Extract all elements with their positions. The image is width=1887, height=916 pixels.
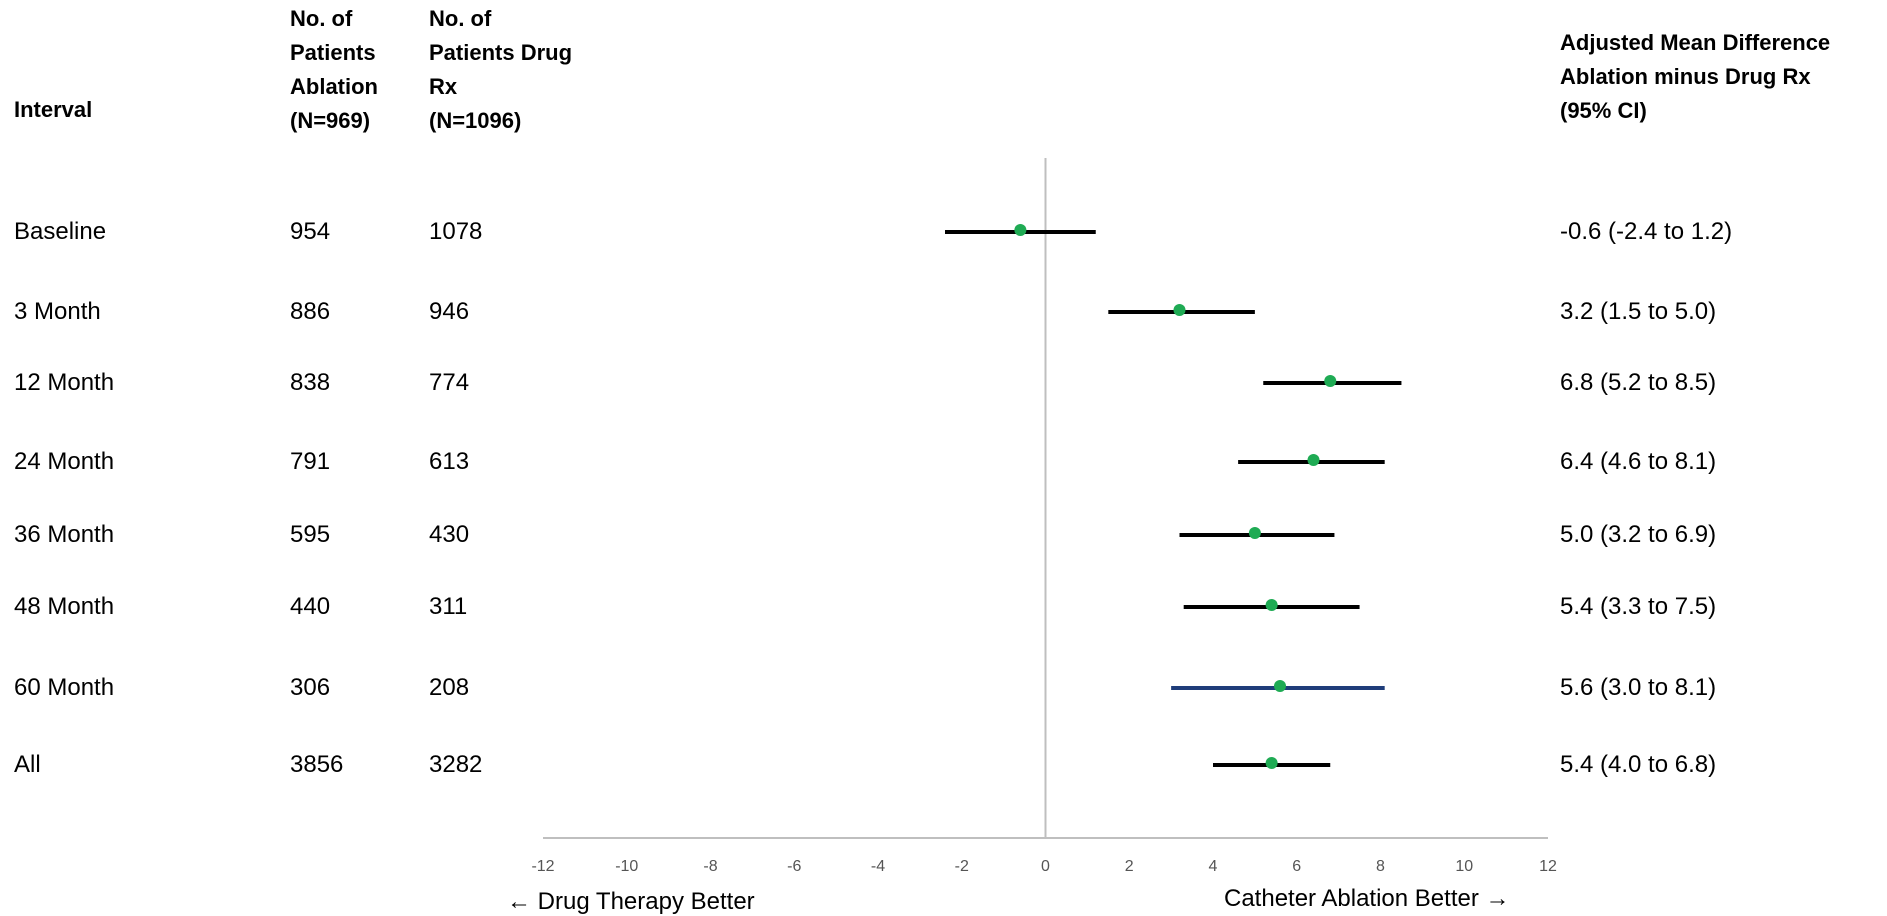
mean-point bbox=[1248, 527, 1261, 539]
header-drug-line: Rx bbox=[429, 74, 458, 99]
drug-count: 311 bbox=[429, 593, 468, 620]
header-drug: No. of Patients Drug Rx (N=1096) bbox=[429, 2, 572, 138]
interval-label: 60 Month bbox=[14, 674, 115, 701]
mean-difference-value: 3.2 (1.5 to 5.0) bbox=[1560, 298, 1717, 325]
x-tick-label: 0 bbox=[1041, 858, 1050, 875]
x-tick-label: 10 bbox=[1455, 858, 1474, 875]
header-difference: Adjusted Mean Difference Ablation minus … bbox=[1560, 26, 1830, 128]
drug-count: 1078 bbox=[429, 218, 483, 245]
header-ablation-line: No. of bbox=[290, 6, 353, 31]
mean-difference-value: 5.4 (4.0 to 6.8) bbox=[1560, 751, 1717, 778]
ablation-count: 886 bbox=[290, 298, 331, 325]
mean-difference-value: 6.4 (4.6 to 8.1) bbox=[1560, 448, 1717, 475]
interval-label: Baseline bbox=[14, 218, 107, 245]
header-difference-line: Ablation minus Drug Rx bbox=[1560, 64, 1811, 89]
interval-label: All bbox=[14, 751, 41, 778]
ablation-count: 595 bbox=[290, 521, 331, 548]
x-tick-label: -10 bbox=[615, 858, 639, 875]
header-ablation: No. of Patients Ablation (N=969) bbox=[290, 2, 378, 138]
mean-point bbox=[1274, 680, 1286, 692]
drug-count: 430 bbox=[429, 521, 470, 548]
ablation-count: 791 bbox=[290, 448, 331, 475]
header-ablation-line: Patients bbox=[290, 40, 376, 65]
ablation-count: 306 bbox=[290, 674, 331, 701]
interval-label: 24 Month bbox=[14, 448, 115, 475]
mean-point bbox=[1265, 599, 1278, 611]
x-tick-label: -4 bbox=[870, 858, 886, 875]
drug-therapy-better-label: ← Drug Therapy Better bbox=[507, 888, 755, 915]
header-interval-text: Interval bbox=[14, 97, 93, 122]
x-tick-label: 8 bbox=[1376, 858, 1385, 875]
header-interval: Interval bbox=[14, 93, 92, 127]
drug-count: 774 bbox=[429, 369, 470, 396]
x-tick-label: 12 bbox=[1539, 858, 1557, 875]
header-ablation-line: Ablation bbox=[290, 74, 378, 99]
mean-point bbox=[1324, 375, 1337, 387]
mean-difference-value: 5.4 (3.3 to 7.5) bbox=[1560, 593, 1717, 620]
header-ablation-line: (N=969) bbox=[290, 108, 371, 133]
header-difference-line: (95% CI) bbox=[1560, 98, 1647, 123]
ablation-count: 3856 bbox=[290, 751, 344, 778]
ablation-count: 440 bbox=[290, 593, 331, 620]
interval-label: 36 Month bbox=[14, 521, 115, 548]
x-tick-label: -2 bbox=[954, 858, 969, 875]
header-difference-line: Adjusted Mean Difference bbox=[1560, 30, 1831, 55]
x-tick-label: -12 bbox=[531, 858, 555, 875]
mean-point bbox=[1265, 757, 1278, 769]
drug-count: 3282 bbox=[429, 751, 483, 778]
drug-count: 613 bbox=[429, 448, 470, 475]
header-drug-line: No. of bbox=[429, 6, 492, 31]
mean-point bbox=[1014, 224, 1027, 236]
interval-label: 12 Month bbox=[14, 369, 115, 396]
drug-count: 208 bbox=[429, 674, 470, 701]
mean-point bbox=[1173, 304, 1186, 316]
x-tick-label: -6 bbox=[787, 858, 802, 875]
x-tick-label: 4 bbox=[1208, 858, 1218, 875]
x-tick-label: 2 bbox=[1124, 858, 1134, 875]
ablation-count: 838 bbox=[290, 369, 331, 396]
ablation-count: 954 bbox=[290, 218, 331, 245]
drug-count: 946 bbox=[429, 298, 470, 325]
header-drug-line: Patients Drug bbox=[429, 40, 573, 65]
x-tick-label: -8 bbox=[703, 858, 718, 875]
mean-difference-value: 5.0 (3.2 to 6.9) bbox=[1560, 521, 1717, 548]
mean-point bbox=[1307, 454, 1320, 466]
interval-label: 3 Month bbox=[14, 298, 101, 325]
mean-difference-value: -0.6 (-2.4 to 1.2) bbox=[1560, 218, 1733, 245]
x-tick-label: 6 bbox=[1292, 858, 1302, 875]
catheter-ablation-better-label: Catheter Ablation Better → bbox=[1224, 885, 1510, 912]
interval-label: 48 Month bbox=[14, 593, 115, 620]
mean-difference-value: 5.6 (3.0 to 8.1) bbox=[1560, 674, 1717, 701]
header-drug-line: (N=1096) bbox=[429, 108, 522, 133]
mean-difference-value: 6.8 (5.2 to 8.5) bbox=[1560, 369, 1717, 396]
